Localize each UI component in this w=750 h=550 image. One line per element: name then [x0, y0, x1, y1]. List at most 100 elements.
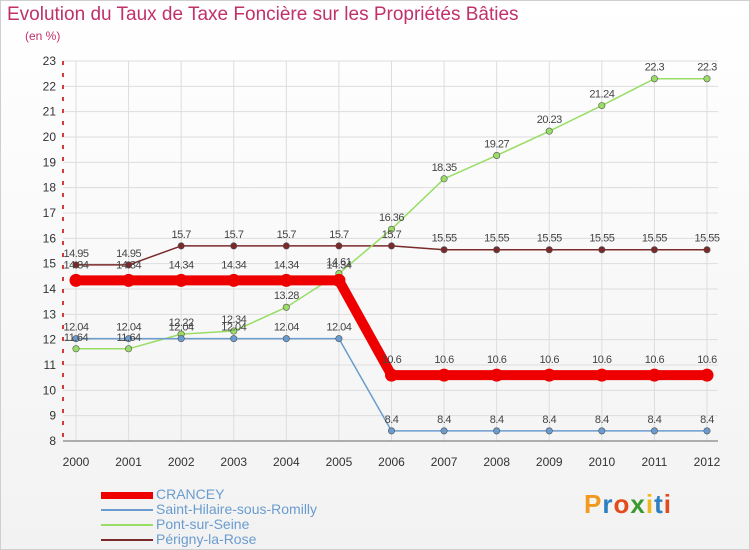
y-tick-label: 17: [43, 206, 57, 220]
data-point-0: [385, 368, 398, 382]
logo-letter: r: [602, 489, 614, 519]
x-tick-label: 2005: [326, 455, 353, 469]
data-label-3: 15.55: [432, 233, 457, 245]
y-tick-label: 16: [43, 231, 57, 245]
x-tick-label: 2008: [483, 455, 510, 469]
data-label-3: 15.7: [382, 229, 402, 241]
legend-label-pont-sur-seine: Pont-sur-Seine: [156, 516, 250, 532]
data-label-3: 15.55: [694, 233, 719, 245]
data-label-2: 21.24: [589, 89, 614, 101]
x-tick-label: 2009: [536, 455, 563, 469]
data-point-2: [703, 75, 711, 83]
data-point-1: [703, 427, 711, 435]
x-tick-label: 2000: [63, 455, 90, 469]
data-label-3: 15.55: [589, 233, 614, 245]
data-point-0: [227, 273, 241, 287]
data-label-2: 11.64: [116, 332, 141, 344]
data-point-3: [440, 246, 448, 254]
data-point-2: [650, 75, 658, 83]
data-label-1: 12.04: [169, 322, 194, 334]
data-label-0: 10.6: [487, 354, 507, 366]
data-point-2: [440, 175, 448, 183]
y-tick-label: 18: [43, 181, 57, 195]
data-label-2: 13.28: [274, 290, 299, 302]
data-label-0: 10.6: [382, 354, 402, 366]
data-point-1: [282, 335, 290, 343]
data-point-1: [650, 427, 658, 435]
legend-label-saint-hilaire: Saint-Hilaire-sous-Romilly: [156, 501, 318, 517]
data-point-0: [595, 368, 609, 382]
data-label-0: 14.34: [274, 259, 299, 271]
data-point-2: [72, 345, 80, 353]
x-tick-label: 2002: [168, 455, 195, 469]
data-point-3: [282, 242, 290, 250]
data-point-1: [545, 427, 553, 435]
x-tick-label: 2001: [115, 455, 142, 469]
data-label-0: 14.34: [63, 259, 88, 271]
logo-letter: x: [630, 489, 646, 519]
data-point-0: [542, 368, 556, 382]
data-point-0: [174, 273, 188, 287]
data-label-3: 15.7: [171, 229, 191, 241]
data-label-3: 15.7: [224, 229, 244, 241]
data-point-0: [332, 273, 346, 287]
data-point-1: [230, 335, 238, 343]
data-point-2: [598, 102, 606, 110]
y-tick-label: 14: [43, 282, 57, 296]
data-label-2: 20.23: [537, 114, 562, 126]
data-point-2: [282, 303, 290, 311]
y-tick-label: 10: [43, 383, 57, 397]
data-label-2: 11.64: [64, 332, 89, 344]
data-point-0: [647, 368, 661, 382]
data-point-2: [493, 151, 501, 159]
data-point-3: [335, 242, 343, 250]
data-point-1: [440, 427, 448, 435]
data-point-3: [545, 246, 553, 254]
data-label-0: 10.6: [645, 354, 665, 366]
logo-letter: i: [663, 489, 672, 519]
legend-label-perigny-la-rose: Périgny-la-Rose: [156, 531, 257, 547]
grid: [63, 60, 718, 442]
data-label-0: 14.34: [326, 259, 351, 271]
data-point-1: [598, 427, 606, 435]
data-label-3: 14.95: [116, 248, 141, 260]
data-label-2: 18.35: [432, 162, 457, 174]
data-label-3: 15.55: [484, 233, 509, 245]
legend-swatch-saint-hilaire: [101, 509, 153, 511]
y-tick-label: 20: [43, 130, 57, 144]
data-point-2: [125, 345, 133, 353]
data-label-0: 14.34: [221, 259, 246, 271]
x-tick-label: 2012: [694, 455, 721, 469]
data-point-3: [598, 246, 606, 254]
data-label-0: 10.6: [697, 354, 717, 366]
x-tick-label: 2003: [220, 455, 247, 469]
data-label-1: 12.04: [221, 322, 246, 334]
series-group: 14.34 14.34 14.34 14.34 14.34 14.34 10.6 10.6 10…: [63, 62, 720, 435]
data-point-0: [69, 273, 83, 287]
data-point-3: [125, 261, 133, 269]
y-tick-label: 23: [43, 54, 57, 68]
logo-letter: P: [584, 489, 603, 519]
x-tick-label: 2010: [588, 455, 615, 469]
plot-area: [63, 61, 718, 441]
data-point-1: [177, 335, 185, 343]
y-tick-label: 21: [43, 105, 57, 119]
proxiti-logo: Proxiti: [584, 489, 672, 520]
data-label-1: 12.04: [274, 322, 299, 334]
data-label-2: 16.36: [379, 212, 404, 224]
data-point-3: [72, 261, 80, 269]
chart-title: Evolution du Taux de Taxe Foncière sur l…: [7, 4, 519, 25]
data-label-2: 22.3: [645, 62, 665, 74]
data-point-3: [703, 246, 711, 254]
data-label-1: 8.4: [385, 414, 399, 426]
data-label-1: 8.4: [542, 414, 556, 426]
y-axis-unit: (en %): [25, 29, 61, 43]
x-tick-label: 2007: [431, 455, 458, 469]
y-tick-label: 22: [43, 79, 57, 93]
data-label-0: 14.34: [116, 259, 141, 271]
data-point-2: [387, 225, 395, 233]
data-label-1: 12.04: [63, 322, 88, 334]
data-label-3: 15.7: [329, 229, 349, 241]
data-label-1: 8.4: [595, 414, 609, 426]
